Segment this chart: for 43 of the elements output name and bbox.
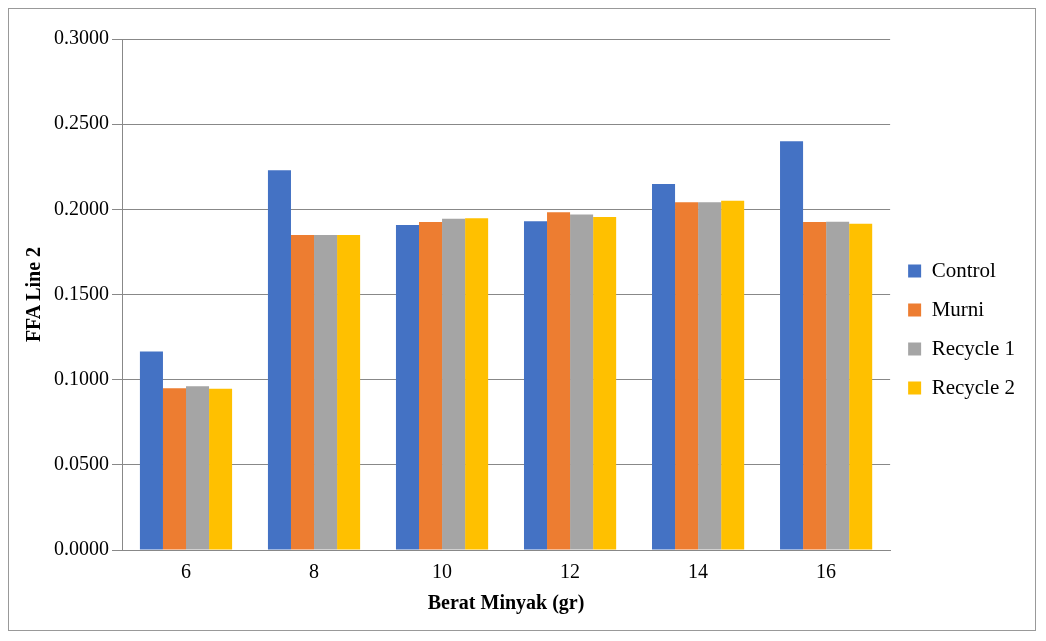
y-tick-label: 0.0500 (54, 452, 109, 475)
bar (395, 225, 420, 550)
bar (186, 386, 210, 550)
bar (162, 388, 187, 550)
bar (698, 202, 722, 550)
bar (139, 351, 163, 550)
x-tick-label: 6 (181, 560, 192, 583)
bar (442, 218, 466, 550)
legend-label: Recycle 1 (931, 335, 1015, 360)
bar (523, 221, 548, 550)
bar (593, 217, 617, 550)
legend-label: Recycle 2 (931, 374, 1015, 399)
y-tick-label: 0.1500 (54, 281, 109, 304)
bar (652, 184, 676, 550)
bar (465, 218, 489, 550)
bar (209, 388, 233, 550)
legend-label: Murni (931, 296, 985, 321)
bar (267, 170, 291, 550)
legend-label: Control (931, 257, 996, 282)
bar (849, 223, 873, 550)
x-tick-label: 16 (816, 560, 837, 583)
y-tick-label: 0.3000 (54, 26, 109, 49)
bar (803, 222, 827, 550)
bar (314, 235, 338, 550)
x-tick-label: 10 (432, 560, 453, 583)
bar (290, 235, 315, 550)
bar (675, 202, 699, 550)
bar (721, 200, 745, 550)
bar (780, 141, 804, 550)
bar (419, 222, 443, 550)
y-tick-label: 0.2000 (54, 196, 109, 219)
y-tick-label: 0.0000 (54, 537, 109, 560)
x-tick-label: 12 (560, 560, 581, 583)
bar (570, 214, 594, 550)
bar (547, 212, 571, 550)
y-tick-label: 0.2500 (54, 111, 109, 134)
y-axis-title: FFA Line 2 (22, 246, 45, 343)
bar (337, 235, 361, 550)
y-tick-label: 0.1000 (54, 366, 109, 389)
x-tick-label: 14 (688, 560, 709, 583)
x-tick-label: 8 (309, 560, 320, 583)
bar (826, 221, 850, 550)
x-axis-title: Berat Minyak (gr) (427, 591, 585, 615)
